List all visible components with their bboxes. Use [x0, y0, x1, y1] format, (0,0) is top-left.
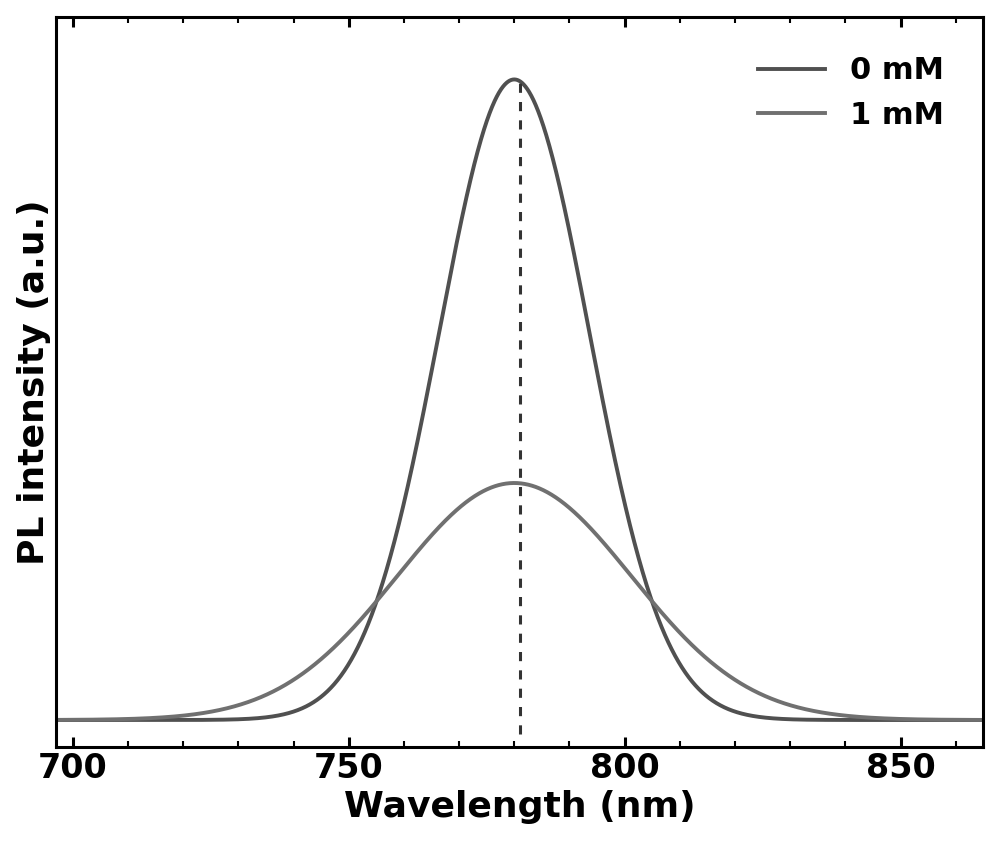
- 1 mM: [508, 478, 520, 488]
- 1 mM: [977, 715, 989, 725]
- Legend: 0 mM, 1 mM: 0 mM, 1 mM: [733, 32, 968, 154]
- 0 mM: [446, 262, 458, 272]
- 0 mM: [959, 715, 971, 725]
- 0 mM: [156, 715, 168, 725]
- 0 mM: [50, 715, 62, 725]
- 1 mM: [959, 715, 971, 725]
- Line: 0 mM: 0 mM: [56, 79, 983, 720]
- Y-axis label: PL intensity (a.u.): PL intensity (a.u.): [17, 199, 51, 564]
- 1 mM: [860, 712, 872, 722]
- 1 mM: [211, 706, 223, 716]
- 1 mM: [406, 553, 418, 563]
- 0 mM: [508, 74, 520, 84]
- 0 mM: [977, 715, 989, 725]
- Line: 1 mM: 1 mM: [56, 483, 983, 720]
- 1 mM: [446, 510, 458, 520]
- 0 mM: [406, 463, 418, 473]
- 1 mM: [50, 715, 62, 725]
- 0 mM: [211, 715, 223, 725]
- 0 mM: [860, 715, 872, 725]
- X-axis label: Wavelength (nm): Wavelength (nm): [344, 791, 696, 824]
- 1 mM: [156, 712, 168, 722]
